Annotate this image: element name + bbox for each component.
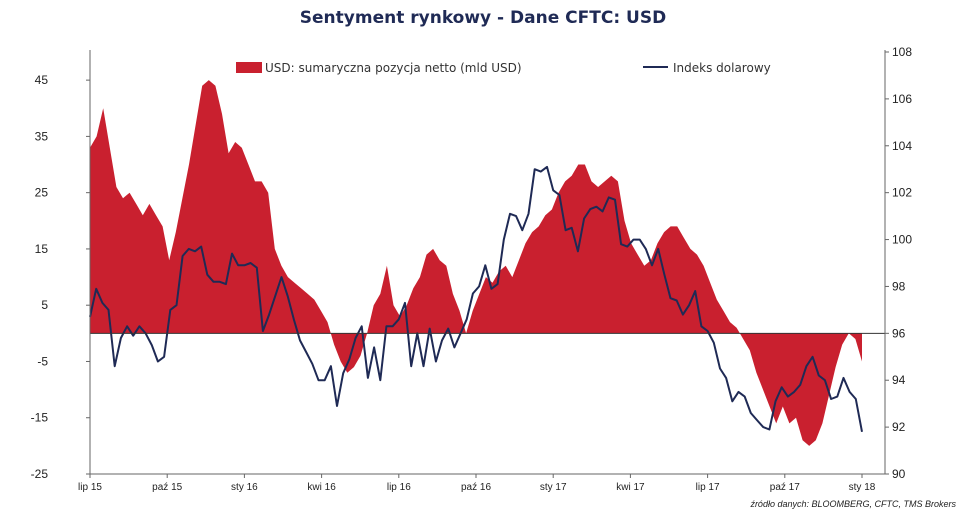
right-tick-label: 98 [892, 279, 906, 293]
left-tick-label: 45 [35, 73, 49, 87]
area-layer [90, 80, 862, 446]
right-tick-label: 100 [892, 233, 912, 247]
area-series-net-position [90, 80, 862, 446]
legend-line-label: Indeks dolarowy [673, 61, 771, 75]
chart-title: Sentyment rynkowy - Dane CFTC: USD [299, 8, 667, 28]
legend-area-label: USD: sumaryczna pozycja netto (mld USD) [265, 61, 522, 75]
right-tick-label: 106 [892, 92, 912, 106]
right-tick-label: 108 [892, 45, 912, 59]
right-tick-label: 90 [892, 467, 906, 481]
x-tick-label: sty 18 [849, 482, 876, 493]
x-tick-label: lip 15 [78, 482, 102, 493]
x-tick-label: lip 16 [387, 482, 411, 493]
x-tick-label: paź 17 [770, 482, 800, 493]
x-tick-label: lip 17 [696, 482, 720, 493]
x-tick-label: paź 16 [461, 482, 491, 493]
x-tick-label: paź 15 [152, 482, 182, 493]
legend: USD: sumaryczna pozycja netto (mld USD) … [236, 61, 771, 75]
right-tick-label: 102 [892, 186, 912, 200]
left-tick-label: 5 [41, 298, 48, 312]
line-series-dollar-index [89, 165, 863, 432]
x-tick-label: kwi 17 [616, 482, 645, 493]
x-tick-label: sty 16 [231, 482, 258, 493]
axes-layer: 45 35 25 15 5 -5 -15 -25 108 106 104 102 100 98 96 94 92… [31, 45, 913, 493]
legend-area-swatch [236, 62, 262, 73]
left-tick-label: 35 [35, 129, 49, 143]
left-tick-label: -15 [31, 411, 49, 425]
right-tick-label: 92 [892, 420, 906, 434]
left-tick-label: 15 [35, 242, 49, 256]
line-layer [89, 165, 863, 432]
left-tick-label: -25 [31, 467, 49, 481]
x-tick-label: sty 17 [540, 482, 567, 493]
right-tick-label: 94 [892, 373, 906, 387]
x-tick-label: kwi 16 [307, 482, 336, 493]
source-note: źródło danych: BLOOMBERG, CFTC, TMS Brok… [750, 499, 956, 509]
left-tick-label: 25 [35, 186, 49, 200]
right-tick-label: 104 [892, 139, 912, 153]
left-tick-label: -5 [37, 354, 48, 368]
right-tick-label: 96 [892, 326, 906, 340]
